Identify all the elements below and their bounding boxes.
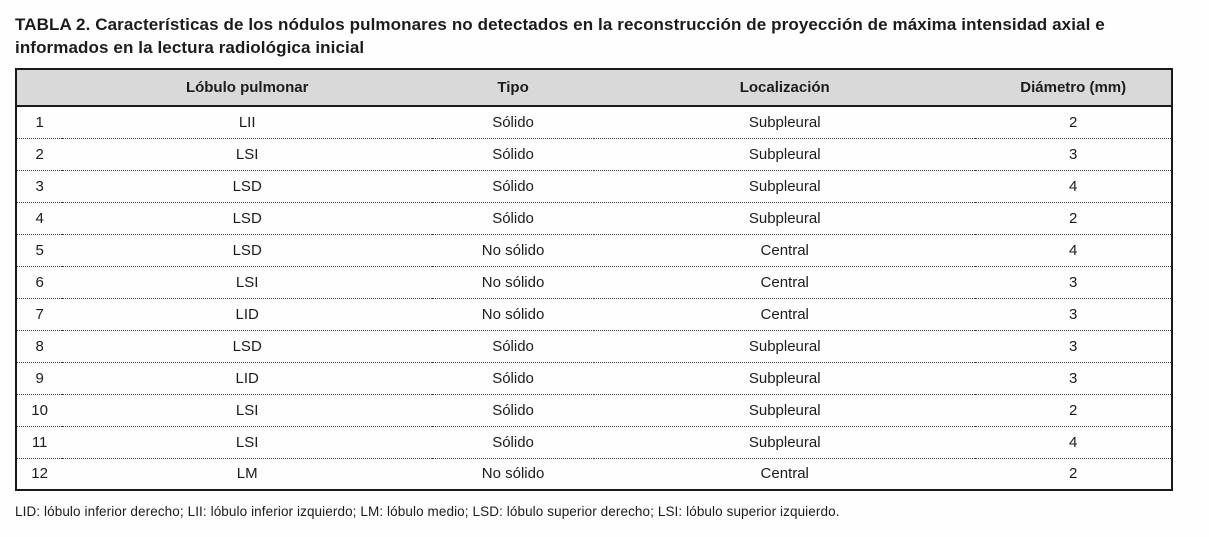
header-row: Lóbulo pulmonar Tipo Localización Diámet…: [16, 69, 1172, 107]
row-number-cell: 1: [35, 113, 44, 131]
row-number-cell: 8: [16, 329, 63, 362]
table-row: 1 LII Sólido Subpleural 2: [16, 106, 1172, 138]
location-cell: Central: [593, 265, 976, 298]
location-cell: Subpleural: [593, 201, 976, 234]
location-cell: Subpleural: [593, 169, 976, 202]
table-row: 3 LSD Sólido Subpleural 4: [16, 169, 1172, 202]
diameter-cell: 2: [975, 457, 1172, 490]
lobe-cell: LSD: [62, 169, 433, 202]
diameter-cell: 3: [975, 137, 1172, 170]
table-row: 2 LSI Sólido Subpleural 3: [16, 137, 1172, 170]
column-header-diameter: Diámetro (mm): [975, 69, 1172, 107]
diameter-cell: 3: [975, 361, 1172, 394]
location-cell: Subpleural: [593, 137, 976, 170]
row-number-cell: 4: [16, 201, 63, 234]
table-row: 7 LID No sólido Central 3: [16, 297, 1172, 330]
table-row: 4 LSD Sólido Subpleural 2: [16, 201, 1172, 234]
location-cell: Subpleural: [593, 361, 976, 394]
type-cell: Sólido: [432, 329, 594, 362]
diameter-cell: 4: [975, 169, 1172, 202]
type-cell: No sólido: [432, 233, 594, 266]
location-cell: Subpleural: [593, 393, 976, 426]
type-cell: No sólido: [432, 297, 594, 330]
column-header-index: [16, 69, 63, 107]
row-number-cell: 11: [16, 425, 63, 458]
lobe-cell: LID: [62, 297, 433, 330]
lobe-cell: LSD: [62, 329, 433, 362]
diameter-cell: 3: [975, 297, 1172, 330]
row-number-cell: 3: [16, 169, 63, 202]
row-number-cell: 6: [16, 265, 63, 298]
lobe-cell: LSI: [62, 137, 433, 170]
lobe-cell: LII: [238, 113, 256, 131]
table-title: TABLA 2. Características de los nódulos …: [15, 15, 1105, 57]
row-number-cell: 7: [16, 297, 63, 330]
location-cell: Central: [593, 297, 976, 330]
table-header: Lóbulo pulmonar Tipo Localización Diámet…: [16, 69, 1172, 107]
location-cell: Subpleural: [593, 329, 976, 362]
type-cell: Sólido: [432, 361, 594, 394]
location-cell: Subpleural: [593, 425, 976, 458]
type-cell: Sólido: [432, 393, 594, 426]
type-cell: Sólido: [492, 113, 534, 131]
lobe-cell: LSI: [62, 265, 433, 298]
table-row: 6 LSI No sólido Central 3: [16, 265, 1172, 298]
diameter-cell: 2: [1069, 113, 1078, 131]
diameter-cell: 3: [975, 265, 1172, 298]
location-cell: Subpleural: [748, 113, 821, 131]
row-number-cell: 10: [16, 393, 63, 426]
row-number-cell: 2: [16, 137, 63, 170]
table-row: 8 LSD Sólido Subpleural 3: [16, 329, 1172, 362]
location-cell: Central: [593, 233, 976, 266]
type-cell: Sólido: [432, 201, 594, 234]
lobe-cell: LM: [62, 457, 433, 490]
type-cell: Sólido: [432, 425, 594, 458]
type-cell: Sólido: [432, 169, 594, 202]
table-row: 12 LM No sólido Central 2: [16, 457, 1172, 490]
row-number-cell: 5: [16, 233, 63, 266]
lobe-cell: LSD: [62, 233, 433, 266]
lobe-cell: LID: [62, 361, 433, 394]
diameter-cell: 4: [975, 425, 1172, 458]
type-cell: No sólido: [432, 265, 594, 298]
lobe-cell: LSD: [62, 201, 433, 234]
row-number-cell: 9: [16, 361, 63, 394]
diameter-cell: 4: [975, 233, 1172, 266]
table-row: 9 LID Sólido Subpleural 3: [16, 361, 1172, 394]
table-row: 5 LSD No sólido Central 4: [16, 233, 1172, 266]
diameter-cell: 2: [975, 393, 1172, 426]
type-cell: No sólido: [432, 457, 594, 490]
location-cell: Central: [593, 457, 976, 490]
table-row: 10 LSI Sólido Subpleural 2: [16, 393, 1172, 426]
column-header-location: Localización: [593, 69, 976, 107]
type-cell: Sólido: [432, 137, 594, 170]
diameter-cell: 2: [975, 201, 1172, 234]
table-row: 11 LSI Sólido Subpleural 4: [16, 425, 1172, 458]
table-footnote: LID: lóbulo inferior derecho; LII: lóbul…: [15, 504, 840, 519]
table-body: 1 LII Sólido Subpleural 2 2 LSI Sólido Subpleura…: [16, 106, 1172, 490]
nodule-table: Lóbulo pulmonar Tipo Localización Diámet…: [15, 68, 1173, 491]
diameter-cell: 3: [975, 329, 1172, 362]
row-number-cell: 12: [16, 457, 63, 490]
column-header-lobe: Lóbulo pulmonar: [62, 69, 433, 107]
lobe-cell: LSI: [62, 393, 433, 426]
lobe-cell: LSI: [62, 425, 433, 458]
column-header-type: Tipo: [432, 69, 594, 107]
